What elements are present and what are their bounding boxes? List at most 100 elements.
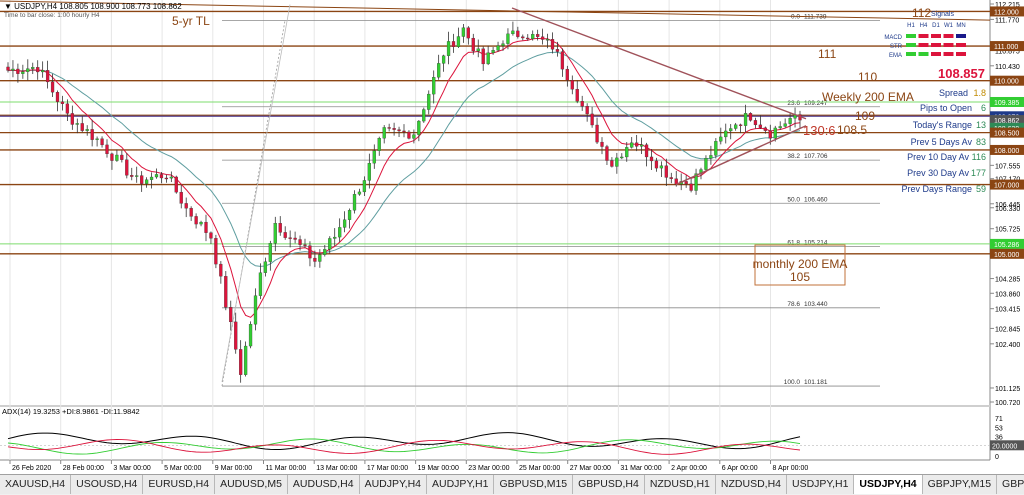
- signal-cell: [931, 43, 941, 47]
- chart-tab[interactable]: USDJPY,H1: [787, 475, 855, 494]
- chart-tab[interactable]: AUDJPY,H1: [427, 475, 495, 494]
- chart-tab[interactable]: GBPUSD,M15: [494, 475, 574, 494]
- chart-tab[interactable]: GBPUSD,H4: [573, 475, 645, 494]
- prevdays-value: 59: [976, 184, 986, 194]
- candle-bull: [328, 238, 332, 250]
- candle-bull: [85, 129, 89, 131]
- chart-tab[interactable]: USDJPY,H4: [854, 475, 923, 494]
- prev10-value: 116: [972, 152, 986, 162]
- candle-bull: [362, 180, 367, 193]
- candle-bull: [199, 221, 203, 225]
- candle-bull: [352, 194, 357, 211]
- chart-tab[interactable]: AUDUSD,M5: [215, 475, 288, 494]
- adx-tick-label: 36: [995, 435, 1003, 442]
- plus-di-line: [7, 438, 801, 455]
- trendlines: [0, 0, 991, 382]
- candle-bear: [536, 34, 540, 37]
- candle-bull: [714, 141, 718, 156]
- candle-bear: [189, 208, 193, 217]
- candle-bull: [437, 63, 441, 78]
- candle-bear: [768, 130, 772, 139]
- candle-bull: [620, 156, 624, 159]
- candle-bull: [734, 124, 738, 129]
- candle-bull: [441, 55, 446, 64]
- candle-bull: [476, 48, 480, 52]
- signal-cell: [906, 43, 916, 47]
- signal-cell: [918, 43, 929, 47]
- chart-tab[interactable]: AUDJPY,H4: [359, 475, 428, 494]
- candle-bull: [41, 70, 45, 73]
- time-tick-label: 31 Mar 00:00: [620, 465, 661, 472]
- candle-bull: [486, 52, 490, 65]
- candle-bull: [135, 175, 139, 177]
- chart-canvas[interactable]: 0.0111.73923.6109.24738.2107.70650.0106.…: [0, 0, 1024, 474]
- candle-bull: [427, 93, 431, 110]
- chart-tab[interactable]: AUDUSD,H4: [287, 475, 360, 494]
- candle-bear: [669, 177, 673, 179]
- candle-bull: [491, 50, 495, 53]
- candle-bear: [214, 238, 218, 265]
- fib-price-label: 103.440: [804, 301, 828, 308]
- signals-grid: H1 H4 D1 W1 MN MACD STR EMA: [884, 23, 966, 59]
- chart-tab[interactable]: XAUUSD,H4: [0, 475, 72, 494]
- candle-bull: [75, 123, 79, 125]
- price-badge: [990, 127, 1024, 138]
- time-tick-label: 3 Mar 00:00: [113, 465, 150, 472]
- price-badge-label: 112.000: [994, 9, 1019, 16]
- candle-bull: [545, 39, 550, 41]
- candle-bear: [481, 48, 485, 65]
- price-tick-label: 104.285: [995, 277, 1020, 284]
- candlesticks: [6, 21, 802, 383]
- price-tick-label: 105.725: [995, 227, 1020, 234]
- chart-tab[interactable]: GBPJPY,M15: [922, 475, 998, 494]
- chart-tab[interactable]: NZDUSD,H4: [715, 475, 787, 494]
- candle-bull: [729, 128, 733, 132]
- candle-bull: [318, 254, 322, 262]
- candle-bear: [36, 67, 40, 73]
- candle-bull: [659, 165, 664, 169]
- price-badge: [990, 6, 1024, 17]
- candle-bear: [748, 113, 753, 121]
- time-tick-label: 9 Mar 00:00: [215, 465, 252, 472]
- chart-tab[interactable]: NZDUSD,H1: [644, 475, 716, 494]
- candle-bear: [65, 103, 70, 114]
- adx-badge: [990, 440, 1024, 451]
- candle-bear: [466, 27, 470, 39]
- chart-tab[interactable]: GBPJPY,H4: [997, 475, 1024, 494]
- prev30-label: Prev 30 Day Av: [907, 168, 969, 178]
- chart-tab[interactable]: USOUSD,H4: [71, 475, 144, 494]
- fib-ratio-label: 61.8: [787, 239, 800, 246]
- candle-bear: [570, 80, 574, 90]
- candle-bear: [516, 30, 520, 37]
- signal-cell: [956, 52, 966, 56]
- candle-bull: [432, 77, 436, 95]
- candle-bull: [422, 109, 426, 122]
- candle-bear: [130, 175, 134, 177]
- candle-bull: [273, 223, 277, 244]
- price-badge-label: 111.000: [994, 44, 1018, 51]
- signal-timeframe: MN: [956, 23, 965, 29]
- candle-bull: [347, 210, 352, 220]
- signal-timeframe: W1: [944, 23, 954, 29]
- signal-cell: [918, 34, 929, 38]
- candle-bull: [788, 118, 792, 124]
- candle-bear: [565, 68, 569, 81]
- adx-label: ADX(14) 19.3253 +DI:8.9861 -DI:11.9842: [2, 407, 140, 416]
- adx-line: [7, 432, 801, 450]
- symbol-tab-bar: XAUUSD,H4 USOUSD,H4 EURUSD,H4 AUDUSD,M5 AUDU…: [0, 474, 1024, 495]
- candle-bear: [179, 191, 183, 204]
- price-badge-label: 108.500: [994, 131, 1019, 138]
- time-tick-label: 27 Mar 00:00: [570, 465, 611, 472]
- price-badge-label: 108.000: [994, 148, 1019, 155]
- price-badge: [990, 41, 1024, 52]
- candle-bear: [174, 176, 178, 193]
- candle-bear: [471, 37, 475, 52]
- signal-timeframe: D1: [932, 23, 940, 29]
- adx-lines: [0, 432, 990, 455]
- chart-tab[interactable]: EURUSD,H4: [143, 475, 216, 494]
- adx-tick-label: 20.0000: [992, 443, 1017, 450]
- time-tick-label: 26 Feb 2020: [12, 465, 51, 472]
- candle-bull: [342, 219, 347, 228]
